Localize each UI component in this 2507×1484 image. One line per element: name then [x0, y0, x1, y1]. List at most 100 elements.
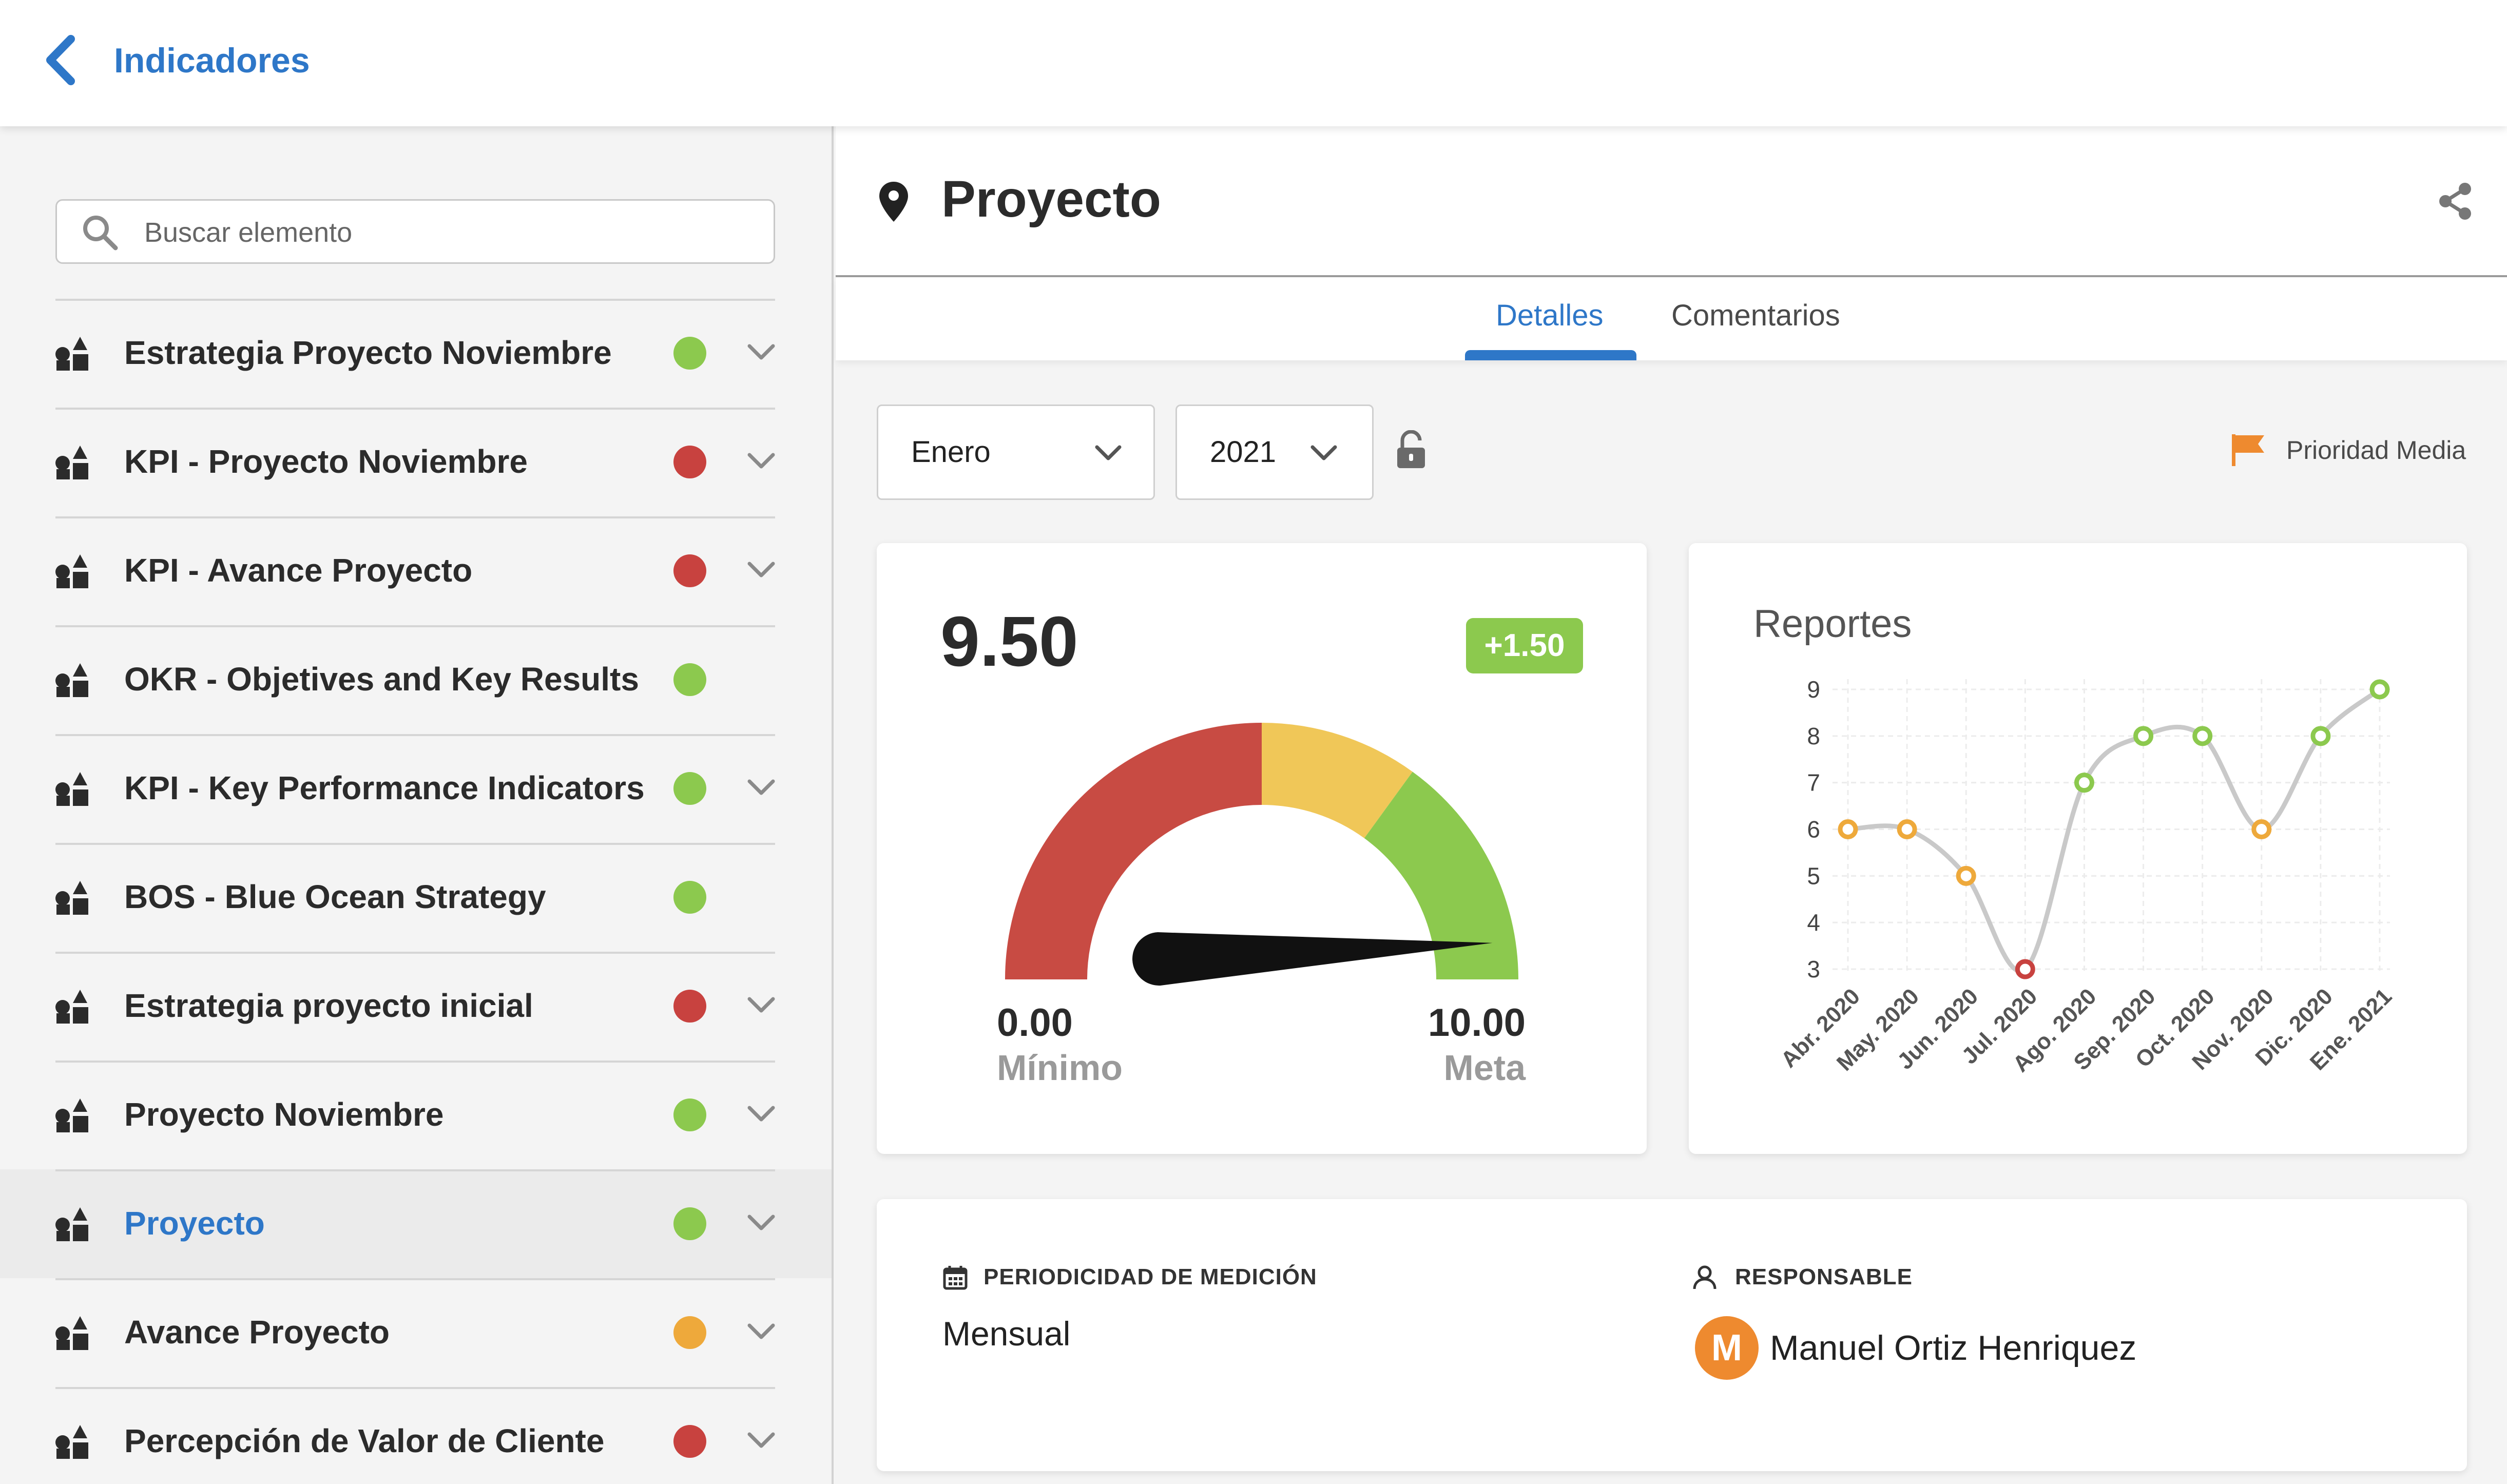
status-dot: [673, 663, 706, 696]
gauge-band-0: [1005, 723, 1262, 979]
delta-badge: +1.50: [1466, 618, 1583, 673]
divider: [55, 1061, 775, 1063]
gauge-min-value: 0.00: [997, 1001, 1073, 1045]
y-tick-label: 9: [1807, 676, 1820, 703]
shapes-icon: [55, 1098, 88, 1132]
sidebar-item-bos-blue-ocean-strategy[interactable]: BOS - Blue Ocean Strategy: [0, 843, 832, 952]
chevron-down-icon[interactable]: [745, 774, 777, 800]
gauge-card: 9.50 +1.50 0.00 Mínimo 10.00 Meta: [877, 543, 1647, 1154]
status-dot: [673, 1207, 706, 1240]
status-dot: [673, 1425, 706, 1458]
data-point: [2133, 726, 2154, 746]
y-tick-label: 3: [1807, 956, 1820, 982]
sidebar-item-label: Estrategia proyecto inicial: [124, 987, 533, 1024]
sidebar-item-avance-proyecto[interactable]: Avance Proyecto: [0, 1278, 832, 1387]
sidebar-item-proyecto-noviembre[interactable]: Proyecto Noviembre: [0, 1061, 832, 1169]
y-tick-label: 6: [1807, 816, 1820, 843]
tab-detalles[interactable]: Detalles: [1496, 299, 1604, 332]
sidebar-item-proyecto[interactable]: Proyecto: [0, 1169, 832, 1278]
status-dot: [673, 1316, 706, 1349]
top-bar: Indicadores: [0, 0, 2507, 126]
sidebar-item-label: KPI - Proyecto Noviembre: [124, 443, 528, 480]
shapes-icon: [55, 990, 88, 1024]
search-input[interactable]: [144, 214, 750, 251]
shapes-icon: [55, 554, 88, 588]
divider: [55, 516, 775, 518]
sidebar: Estrategia Proyecto Noviembre KPI - Proye…: [0, 126, 834, 1484]
location-pin-icon: [879, 182, 908, 222]
shapes-icon: [55, 1316, 88, 1350]
chevron-down-icon[interactable]: [745, 339, 777, 364]
sidebar-item-kpi-key-performance-indicators[interactable]: KPI - Key Performance Indicators: [0, 734, 832, 843]
status-dot: [673, 990, 706, 1023]
period-heading: PERIODICIDAD DE MEDICIÓN: [983, 1264, 1317, 1289]
sidebar-item-kpi-proyecto-noviembre[interactable]: KPI - Proyecto Noviembre: [0, 408, 832, 516]
divider: [55, 1387, 775, 1389]
shapes-icon: [55, 1425, 88, 1459]
period-value: Mensual: [942, 1315, 1071, 1353]
shapes-icon: [55, 446, 88, 479]
priority-label: Prioridad Media: [2286, 436, 2466, 465]
unlock-icon[interactable]: [1394, 430, 1428, 470]
divider: [55, 299, 775, 301]
sidebar-item-label: Estrategia Proyecto Noviembre: [124, 334, 612, 371]
year-select[interactable]: 2021: [1175, 404, 1374, 500]
sidebar-item-label: Proyecto: [124, 1205, 265, 1242]
sidebar-item-okr-objetives-and-key-results[interactable]: OKR - Objetives and Key Results: [0, 625, 832, 734]
data-point: [2192, 726, 2213, 746]
series-line: [1845, 687, 2382, 973]
sidebar-item-label: Avance Proyecto: [124, 1314, 390, 1351]
data-point: [2015, 959, 2035, 979]
sidebar-item-label: Proyecto Noviembre: [124, 1096, 444, 1133]
sidebar-item-estrategia-proyecto-inicial[interactable]: Estrategia proyecto inicial: [0, 952, 832, 1061]
sidebar-item-percepcion-de-valor-de-cliente[interactable]: Percepción de Valor de Cliente: [0, 1387, 832, 1484]
data-point: [2310, 726, 2331, 746]
divider: [55, 1169, 775, 1171]
active-tab-indicator: [1465, 350, 1636, 360]
gauge-value: 9.50: [940, 602, 1078, 681]
search-box[interactable]: [55, 199, 775, 264]
gauge-goal-label: Meta: [1443, 1048, 1526, 1088]
shapes-icon: [55, 1207, 88, 1241]
chart-title: Reportes: [1753, 602, 1912, 646]
data-point: [1956, 865, 1976, 886]
status-dot: [673, 1098, 706, 1131]
month-select[interactable]: Enero: [877, 404, 1155, 500]
y-tick-label: 4: [1807, 909, 1820, 936]
gauge-band-2: [1364, 772, 1518, 979]
share-icon[interactable]: [2437, 182, 2473, 221]
data-point: [1897, 819, 1917, 839]
chevron-down-icon[interactable]: [745, 992, 777, 1017]
sidebar-item-label: Percepción de Valor de Cliente: [124, 1422, 605, 1459]
back-button[interactable]: [41, 32, 83, 88]
gauge-goal-value: 10.00: [1428, 1001, 1526, 1045]
sidebar-item-label: KPI - Key Performance Indicators: [124, 769, 645, 806]
flag-icon: [2232, 434, 2264, 466]
header-title[interactable]: Indicadores: [114, 41, 310, 80]
shapes-icon: [55, 663, 88, 697]
sidebar-item-estrategia-proyecto-noviembre[interactable]: Estrategia Proyecto Noviembre: [0, 299, 832, 408]
sidebar-item-kpi-avance-proyecto[interactable]: KPI - Avance Proyecto: [0, 516, 832, 625]
data-point: [1838, 819, 1858, 839]
y-tick-label: 8: [1807, 723, 1820, 749]
chevron-down-icon[interactable]: [745, 556, 777, 582]
user-icon: [1693, 1265, 1717, 1289]
tab-bar: Detalles Comentarios: [836, 277, 2507, 360]
data-point: [2369, 679, 2390, 700]
tab-comentarios[interactable]: Comentarios: [1671, 299, 1840, 332]
chevron-down-icon[interactable]: [745, 1427, 777, 1453]
chevron-down-icon[interactable]: [745, 1209, 777, 1235]
chevron-down-icon[interactable]: [745, 1101, 777, 1126]
y-tick-label: 7: [1807, 769, 1820, 796]
shapes-icon: [55, 881, 88, 915]
year-select-value: 2021: [1210, 435, 1277, 469]
gauge: [1005, 723, 1518, 986]
month-select-value: Enero: [911, 435, 991, 469]
chevron-down-icon[interactable]: [745, 448, 777, 473]
divider: [55, 408, 775, 410]
shapes-icon: [55, 337, 88, 371]
data-point: [2074, 773, 2094, 793]
chevron-down-icon[interactable]: [745, 1318, 777, 1344]
divider: [55, 734, 775, 736]
sidebar-item-label: OKR - Objetives and Key Results: [124, 661, 639, 698]
